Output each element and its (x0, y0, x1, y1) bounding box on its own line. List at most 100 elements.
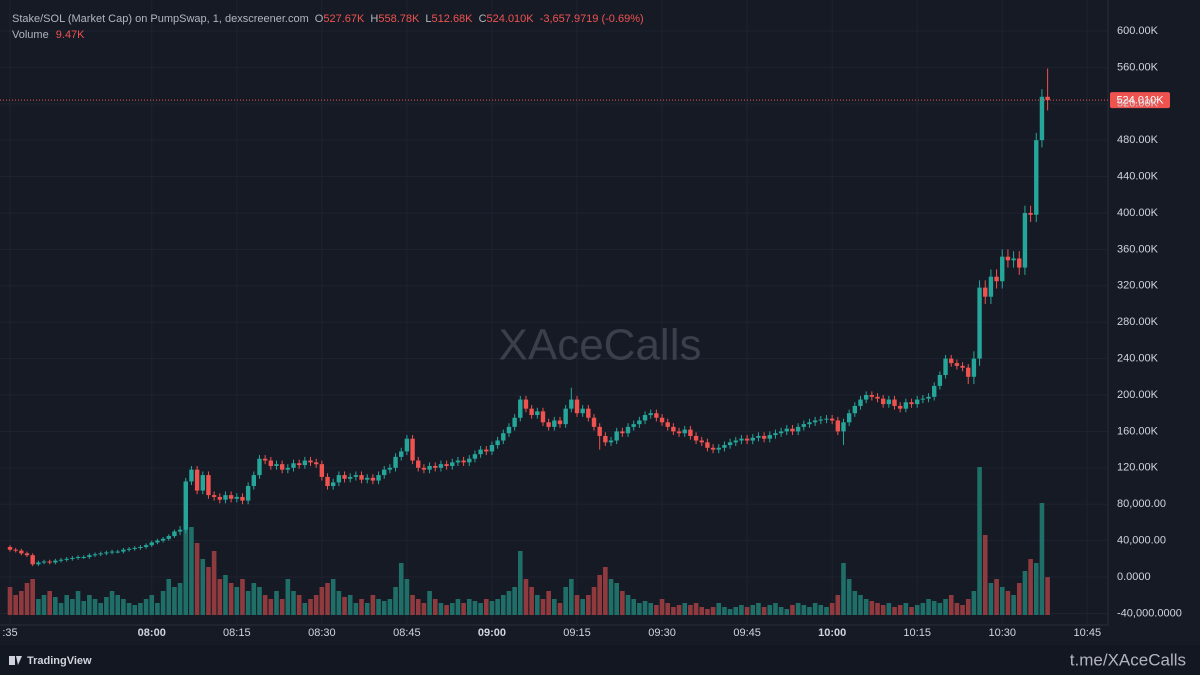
open-value: 527.67K (323, 13, 365, 25)
candle-body (404, 438, 410, 452)
volume-value: 9.47K (56, 29, 85, 41)
y-tick-label: 280.00K (1117, 316, 1159, 328)
volume-bar (892, 607, 897, 615)
volume-bar (835, 595, 841, 615)
volume-bar (64, 595, 69, 615)
volume-bar (909, 607, 914, 615)
candle-body (642, 415, 648, 421)
candle-body (121, 549, 126, 552)
candle-body (523, 399, 529, 409)
volume-bar (155, 603, 160, 615)
volume-bar (234, 587, 240, 615)
volume-bar (614, 583, 619, 615)
x-tick-label: 08:30 (308, 627, 336, 639)
volume-bar (795, 603, 801, 615)
candle-body (932, 385, 937, 397)
candle-body (19, 550, 24, 554)
y-tick-label: 320.00K (1117, 280, 1159, 292)
volume-bar (268, 599, 274, 615)
volume-bar (761, 607, 767, 615)
candle-body (183, 481, 188, 530)
volume-bar (483, 599, 489, 615)
y-tick-label: 80,000.00 (1117, 498, 1166, 510)
volume-bar (597, 575, 602, 615)
candle-body (325, 476, 330, 487)
volume-bar (478, 603, 483, 615)
volume-bar (7, 587, 13, 615)
candle-body (495, 440, 500, 446)
volume-bar (36, 599, 41, 615)
volume-bar (251, 583, 257, 615)
volume-bar (1011, 595, 1016, 615)
volume-bar (302, 603, 308, 615)
candle-body (427, 465, 432, 470)
candle-body (313, 462, 319, 465)
volume-bar (24, 583, 30, 615)
candle-body (444, 464, 449, 466)
volume-bar (206, 567, 211, 615)
y-tick-label: 400.00K (1117, 207, 1159, 219)
volume-bar (654, 605, 659, 615)
candle-body (36, 562, 41, 565)
volume-bar (121, 599, 126, 615)
volume-bar (557, 603, 563, 615)
volume-bar (53, 597, 58, 615)
candle-body (285, 467, 291, 470)
overlay: 524.010K (0, 92, 1170, 109)
volume-bar (217, 579, 223, 615)
volume-bar (466, 599, 472, 615)
candle-body (160, 538, 166, 541)
high-label: H (370, 13, 378, 25)
brand-logo (9, 656, 22, 665)
volume-bar (659, 599, 665, 615)
volume-bar (104, 597, 109, 615)
candle-body (257, 458, 262, 476)
volume-bar (1028, 559, 1033, 615)
candle-body (308, 460, 313, 463)
volume-bar (115, 595, 121, 615)
change-value: -3,657.9719 (-0.69%) (540, 13, 644, 25)
volume-bar (319, 587, 325, 615)
volume-bar (132, 605, 138, 615)
volume-bar (177, 583, 183, 615)
x-tick-label: 10:15 (903, 627, 931, 639)
candle-body (869, 395, 875, 397)
volume-bar (228, 583, 234, 615)
candle-body (166, 536, 171, 539)
candle-body (733, 440, 738, 443)
volume-bar (1039, 503, 1045, 615)
candle-body (506, 426, 512, 434)
candle-body (92, 554, 98, 556)
volume-bar (353, 603, 359, 615)
candle-body (739, 438, 744, 441)
candle-body (416, 460, 421, 468)
candle-body (903, 402, 909, 409)
x-tick-label: 09:15 (563, 627, 591, 639)
high-value: 558.78K (378, 13, 420, 25)
volume-bar (886, 603, 892, 615)
candle-body (597, 426, 602, 436)
candle-body (983, 287, 988, 297)
volume-bar (461, 603, 466, 615)
candle-body (109, 551, 115, 553)
volume-bar (852, 591, 858, 615)
low-label: L (425, 13, 431, 25)
volume-bar (325, 583, 330, 615)
candle-body (115, 551, 120, 553)
volume-bar (744, 607, 750, 615)
candle-body (1000, 256, 1005, 282)
volume-bars (7, 467, 1050, 615)
candle-body (194, 469, 200, 491)
candle-body (960, 365, 965, 368)
volume-bar (274, 591, 279, 615)
candle-body (279, 464, 285, 470)
candle-body (262, 458, 268, 461)
candle-body (648, 413, 653, 416)
candle-body (977, 287, 982, 359)
candle-body (353, 475, 359, 477)
candle-body (750, 437, 755, 441)
candle-body (824, 418, 829, 420)
volume-bar (943, 599, 948, 615)
volume-bar (988, 583, 994, 615)
candle-body (915, 399, 920, 405)
